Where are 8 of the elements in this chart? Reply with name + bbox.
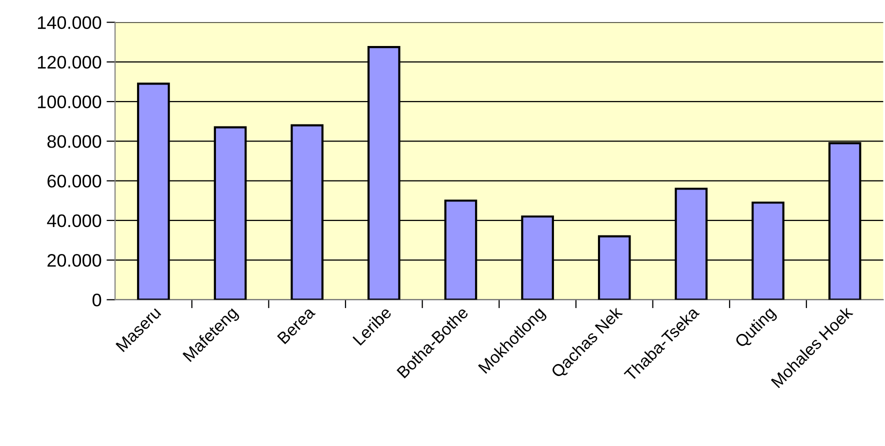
y-tick-label: 60.000	[48, 174, 102, 188]
y-tick-label: 120.000	[38, 56, 102, 69]
y-tick-label: 100.000	[38, 95, 102, 108]
y-tick-label: 20.000	[48, 254, 102, 267]
y-tick-label: 0	[92, 294, 102, 306]
y-tick-label: 80.000	[47, 135, 102, 148]
y-tick-label: 140.000	[38, 16, 102, 30]
y-tick-label: 40.000	[47, 214, 102, 228]
